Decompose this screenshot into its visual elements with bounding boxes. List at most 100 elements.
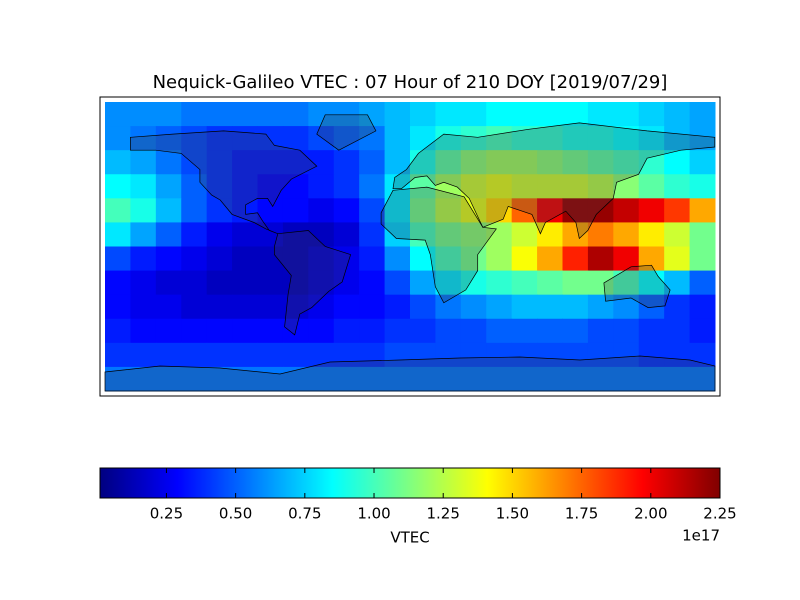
chart-title: Nequick-Galileo VTEC : 07 Hour of 210 DO… [153, 72, 668, 93]
heat-cell [410, 246, 436, 272]
heat-cell [689, 222, 716, 247]
heat-cell [384, 294, 411, 320]
heat-cell [460, 246, 487, 272]
heat-cell [613, 222, 640, 247]
heat-cell [435, 366, 462, 392]
heat-cell [333, 318, 360, 344]
heat-cell [562, 342, 589, 368]
heat-cell [359, 318, 386, 344]
heat-cell [664, 198, 691, 223]
heat-cell [511, 366, 538, 392]
heat-cell [333, 366, 360, 392]
heat-cell [410, 318, 436, 344]
heat-cell [460, 366, 487, 392]
heat-cell [511, 246, 538, 272]
heat-cell [460, 150, 487, 175]
heat-cell [435, 150, 462, 175]
heat-cell [232, 318, 258, 344]
heat-cell [105, 198, 131, 223]
heat-cell [181, 150, 208, 175]
heat-cell [282, 366, 309, 392]
heat-cell [537, 366, 563, 392]
heat-cell [359, 342, 386, 368]
heat-cell [537, 294, 563, 320]
heat-cell [282, 246, 309, 272]
heat-cell [664, 342, 691, 368]
heat-cell [613, 126, 640, 151]
heat-cell [638, 366, 665, 392]
colorbar-tick-label: 1.75 [565, 505, 598, 523]
heat-cell [486, 294, 513, 320]
heat-cell [181, 342, 208, 368]
heat-cell [257, 294, 284, 320]
heat-cell [206, 270, 233, 296]
heat-cell [206, 294, 233, 320]
heat-cell [308, 126, 335, 151]
heat-cell [486, 174, 513, 199]
heat-cell [206, 150, 233, 175]
heat-cell [206, 366, 233, 392]
heat-cell [689, 366, 716, 392]
heat-cell [664, 102, 691, 127]
heat-cell [587, 102, 614, 127]
heat-cell [613, 102, 640, 127]
heat-cell [460, 318, 487, 344]
heat-cell [130, 126, 157, 151]
heat-cell [155, 270, 182, 296]
greenland [316, 114, 377, 151]
heat-cell [130, 102, 157, 127]
heat-cell [206, 246, 233, 272]
heat-cell [130, 150, 157, 175]
heat-cell [638, 102, 665, 127]
heat-cell [664, 150, 691, 175]
heat-cell [689, 102, 716, 127]
heat-cell [308, 318, 335, 344]
heat-cell [638, 198, 665, 223]
heat-cell [232, 150, 258, 175]
heat-cell [486, 270, 513, 296]
heat-cell [486, 102, 513, 127]
heat-cell [587, 150, 614, 175]
heat-cell [232, 102, 258, 127]
heat-cell [511, 294, 538, 320]
heat-cell [282, 102, 309, 127]
heat-cell [587, 198, 614, 223]
heat-cell [333, 126, 360, 151]
heat-cell [232, 126, 258, 151]
colorbar-tick-label: 1.00 [357, 505, 390, 523]
heat-cell [664, 318, 691, 344]
heat-cell [130, 198, 157, 223]
heat-cell [638, 342, 665, 368]
heat-cell [384, 198, 411, 223]
heat-cell [460, 126, 487, 151]
heat-cell [359, 246, 386, 272]
heat-cell [308, 270, 335, 296]
heat-cell [105, 150, 131, 175]
heat-cell [105, 318, 131, 344]
heat-cell [613, 342, 640, 368]
heat-cell [155, 150, 182, 175]
heat-cell [664, 294, 691, 320]
heat-cell [562, 270, 589, 296]
heat-cell [435, 246, 462, 272]
heat-cell [359, 294, 386, 320]
heat-cell [181, 270, 208, 296]
heat-cell [587, 318, 614, 344]
heat-cell [613, 366, 640, 392]
heat-cell [613, 174, 640, 199]
colorbar-tick-label: 0.50 [219, 505, 252, 523]
heat-cell [206, 198, 233, 223]
heat-cell [333, 150, 360, 175]
heat-cell [587, 270, 614, 296]
heat-cell [689, 294, 716, 320]
heat-cell [130, 174, 157, 199]
colorbar-offset: 1e17 [682, 527, 720, 545]
heat-cell [384, 126, 411, 151]
colorbar-tick-label: 0.25 [150, 505, 183, 523]
heat-cell [105, 294, 131, 320]
heat-cell [638, 246, 665, 272]
heat-cell [435, 102, 462, 127]
heat-cell [511, 198, 538, 223]
heat-cell [410, 366, 436, 392]
heat-cell [155, 222, 182, 247]
